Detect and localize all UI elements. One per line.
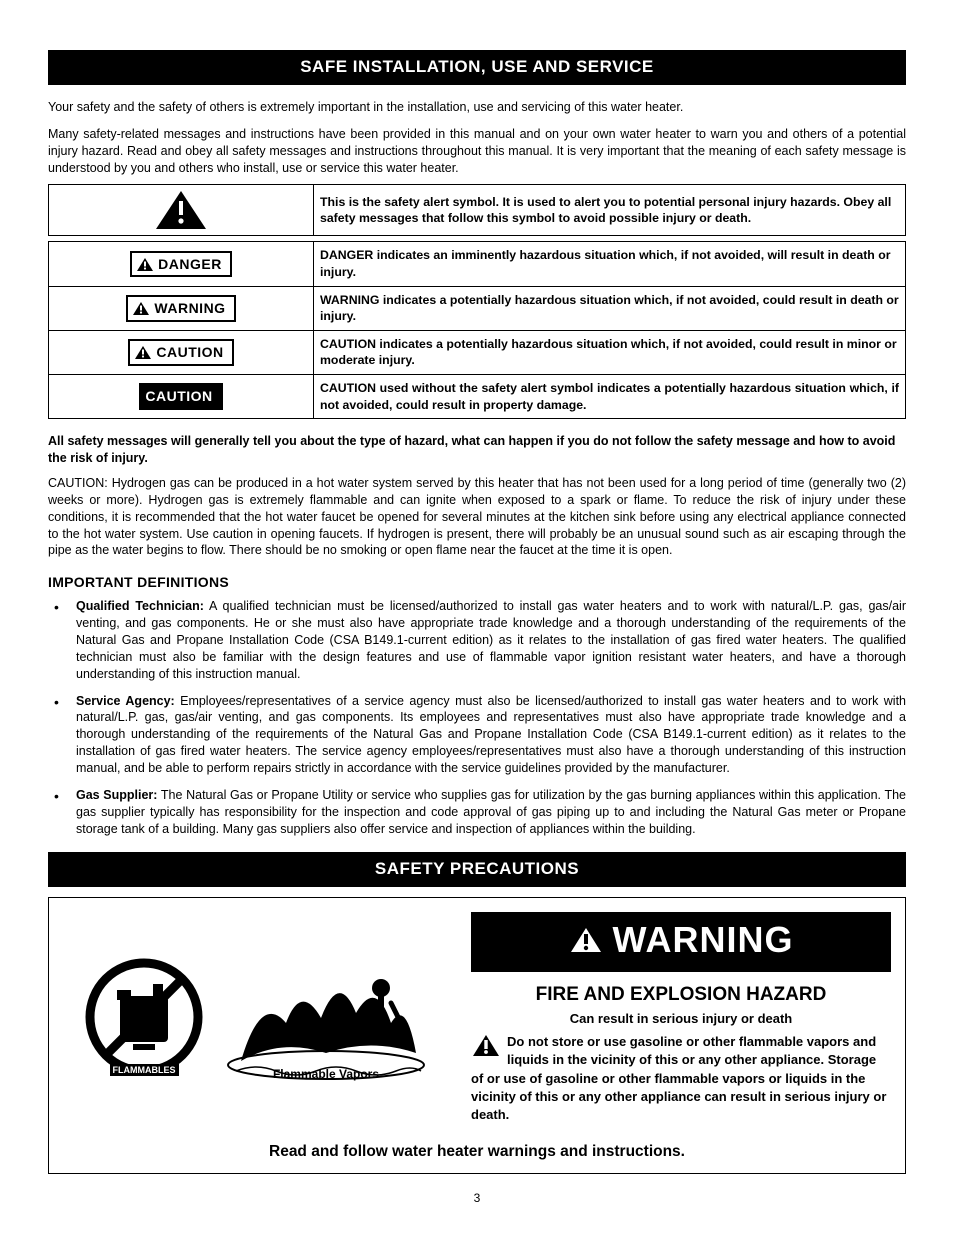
alert-triangle-icon: [132, 301, 150, 316]
caution-badge: CAUTION: [128, 339, 233, 366]
caution-label: CAUTION: [156, 343, 223, 362]
safety-alert-description: This is the safety alert symbol. It is u…: [314, 185, 906, 236]
alert-triangle-icon: [471, 1033, 501, 1058]
warning-badge-cell: WARNING: [49, 286, 314, 330]
read-and-follow: Read and follow water heater warnings an…: [63, 1142, 891, 1163]
alert-triangle-icon: [154, 189, 208, 231]
list-item: Qualified Technician: A qualified techni…: [48, 598, 906, 682]
definition-term: Service Agency:: [76, 694, 175, 708]
hazard-text-block: WARNING FIRE AND EXPLOSION HAZARD Can re…: [471, 912, 891, 1125]
warning-label: WARNING: [154, 299, 225, 318]
important-definitions-heading: IMPORTANT DEFINITIONS: [48, 573, 906, 592]
table-row: DANGER DANGER indicates an imminently ha…: [49, 242, 906, 286]
section-header-safety-precautions: SAFETY PRECAUTIONS: [48, 852, 906, 887]
caution-description: CAUTION indicates a potentially hazardou…: [314, 330, 906, 374]
caution-plain-badge: CAUTION: [139, 383, 222, 410]
table-row: CAUTION CAUTION indicates a potentially …: [49, 330, 906, 374]
caution-plain-description: CAUTION used without the safety alert sy…: [314, 375, 906, 419]
alert-triangle-icon: [134, 345, 152, 360]
safety-alert-symbol-cell: [49, 185, 314, 236]
table-row: WARNING WARNING indicates a potentially …: [49, 286, 906, 330]
list-item: Service Agency: Employees/representative…: [48, 693, 906, 777]
caution-badge-cell: CAUTION: [49, 330, 314, 374]
definitions-list: Qualified Technician: A qualified techni…: [48, 598, 906, 837]
list-item: Gas Supplier: The Natural Gas or Propane…: [48, 787, 906, 838]
flammable-vapors-icon: Flammable Vapors: [221, 953, 431, 1082]
danger-badge: DANGER: [130, 251, 232, 278]
flammables-label: FLAMMABLES: [110, 1064, 179, 1076]
danger-label: DANGER: [158, 255, 222, 274]
table-row: This is the safety alert symbol. It is u…: [49, 185, 906, 236]
warning-badge: WARNING: [126, 295, 235, 322]
hazard-subtitle: Can result in serious injury or death: [471, 1010, 891, 1028]
hydrogen-caution-paragraph: CAUTION: Hydrogen gas can be produced in…: [48, 475, 906, 559]
table-row: CAUTION CAUTION used without the safety …: [49, 375, 906, 419]
alert-triangle-icon: [569, 926, 603, 954]
hazard-body-text: Do not store or use gasoline or other fl…: [471, 1034, 886, 1122]
safety-alert-table: This is the safety alert symbol. It is u…: [48, 184, 906, 419]
danger-badge-cell: DANGER: [49, 242, 314, 286]
section-header-safe-install: SAFE INSTALLATION, USE AND SERVICE: [48, 50, 906, 85]
warning-banner-text: WARNING: [613, 916, 794, 965]
caution-plain-badge-cell: CAUTION: [49, 375, 314, 419]
page-number: 3: [48, 1190, 906, 1206]
hazard-illustration: FLAMMABLES Flammable Vapors: [63, 912, 453, 1125]
definition-term: Qualified Technician:: [76, 599, 204, 613]
alert-triangle-icon: [136, 257, 154, 272]
warning-banner: WARNING: [471, 912, 891, 973]
hazard-body: Do not store or use gasoline or other fl…: [471, 1033, 891, 1124]
danger-description: DANGER indicates an imminently hazardous…: [314, 242, 906, 286]
intro-paragraph-2: Many safety-related messages and instruc…: [48, 126, 906, 177]
definition-text: The Natural Gas or Propane Utility or se…: [76, 788, 906, 836]
definition-term: Gas Supplier:: [76, 788, 157, 802]
definition-text: Employees/representatives of a service a…: [76, 694, 906, 776]
caution-plain-label: CAUTION: [145, 387, 212, 406]
warning-description: WARNING indicates a potentially hazardou…: [314, 286, 906, 330]
bold-safety-summary: All safety messages will generally tell …: [48, 433, 906, 467]
intro-paragraph-1: Your safety and the safety of others is …: [48, 99, 906, 116]
safety-precaution-box: FLAMMABLES Flammable Vapors WARNING: [48, 897, 906, 1175]
no-flammables-icon: FLAMMABLES: [85, 958, 203, 1078]
hazard-title: FIRE AND EXPLOSION HAZARD: [471, 982, 891, 1008]
